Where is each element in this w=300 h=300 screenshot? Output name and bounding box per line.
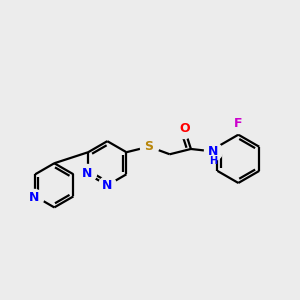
Text: H: H [209,156,217,166]
Text: N: N [208,145,218,158]
Text: N: N [28,191,39,204]
Text: O: O [179,122,190,135]
Text: N: N [102,179,112,192]
Text: F: F [234,117,243,130]
Text: S: S [144,140,153,153]
Text: N: N [82,167,92,180]
